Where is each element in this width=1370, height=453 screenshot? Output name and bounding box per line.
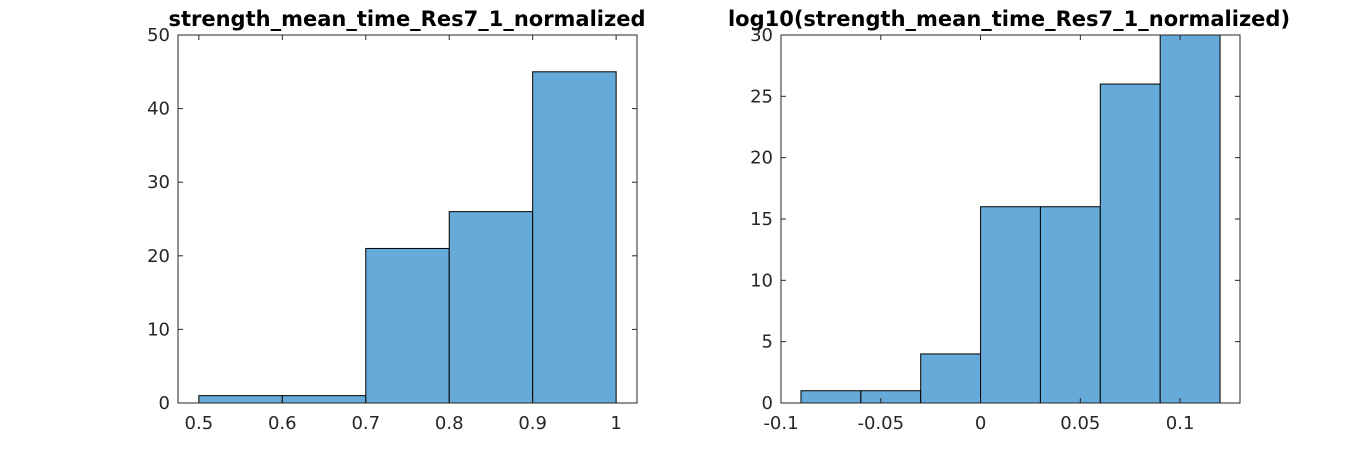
bar-left-4 xyxy=(532,71,617,404)
xtick-label-right-0: -0.1 xyxy=(763,413,798,434)
ytick-label-left-0: 0 xyxy=(159,393,170,414)
xtick-label-left-2: 0.7 xyxy=(351,413,380,434)
xtick-label-right-1: -0.05 xyxy=(857,413,904,434)
histogram-left: strength_mean_time_Res7_1_normalized 0.5… xyxy=(147,7,645,434)
ytick-label-left-2: 20 xyxy=(147,246,170,267)
ytick-label-right-6: 30 xyxy=(750,25,773,46)
chart-title-left: strength_mean_time_Res7_1_normalized xyxy=(168,7,645,31)
bar-right-1 xyxy=(860,390,922,404)
ytick-label-right-3: 15 xyxy=(750,209,773,230)
xtick-label-left-0: 0.5 xyxy=(185,413,214,434)
bar-left-3 xyxy=(448,211,534,404)
xtick-label-left-3: 0.8 xyxy=(435,413,464,434)
axes-box-left xyxy=(177,34,638,404)
xtick-label-left-4: 0.9 xyxy=(518,413,547,434)
chart-title-right: log10(strength_mean_time_Res7_1_normaliz… xyxy=(728,7,1290,31)
xtick-label-right-3: 0.05 xyxy=(1060,413,1100,434)
ytick-label-right-4: 20 xyxy=(750,148,773,169)
bar-right-4 xyxy=(1039,206,1101,404)
histogram-right: log10(strength_mean_time_Res7_1_normaliz… xyxy=(728,7,1290,434)
ytick-label-right-1: 5 xyxy=(762,332,773,353)
bar-right-2 xyxy=(920,353,982,404)
xtick-label-left-1: 0.6 xyxy=(268,413,297,434)
ytick-label-left-5: 50 xyxy=(147,25,170,46)
bar-right-6 xyxy=(1159,34,1221,404)
bar-left-2 xyxy=(365,247,450,404)
ytick-label-left-4: 40 xyxy=(147,99,170,120)
bar-right-0 xyxy=(800,390,862,404)
bar-right-5 xyxy=(1099,83,1161,404)
bar-left-0 xyxy=(198,395,283,404)
ytick-label-left-3: 30 xyxy=(147,172,170,193)
xtick-label-right-2: 0 xyxy=(975,413,986,434)
bar-left-1 xyxy=(281,395,367,404)
xtick-label-right-4: 0.1 xyxy=(1166,413,1195,434)
xtick-label-left-5: 1 xyxy=(610,413,621,434)
bar-right-3 xyxy=(980,206,1041,404)
ytick-label-right-0: 0 xyxy=(762,393,773,414)
ytick-label-right-2: 10 xyxy=(750,270,773,291)
ytick-label-right-5: 25 xyxy=(750,86,773,107)
ytick-label-left-1: 10 xyxy=(147,319,170,340)
